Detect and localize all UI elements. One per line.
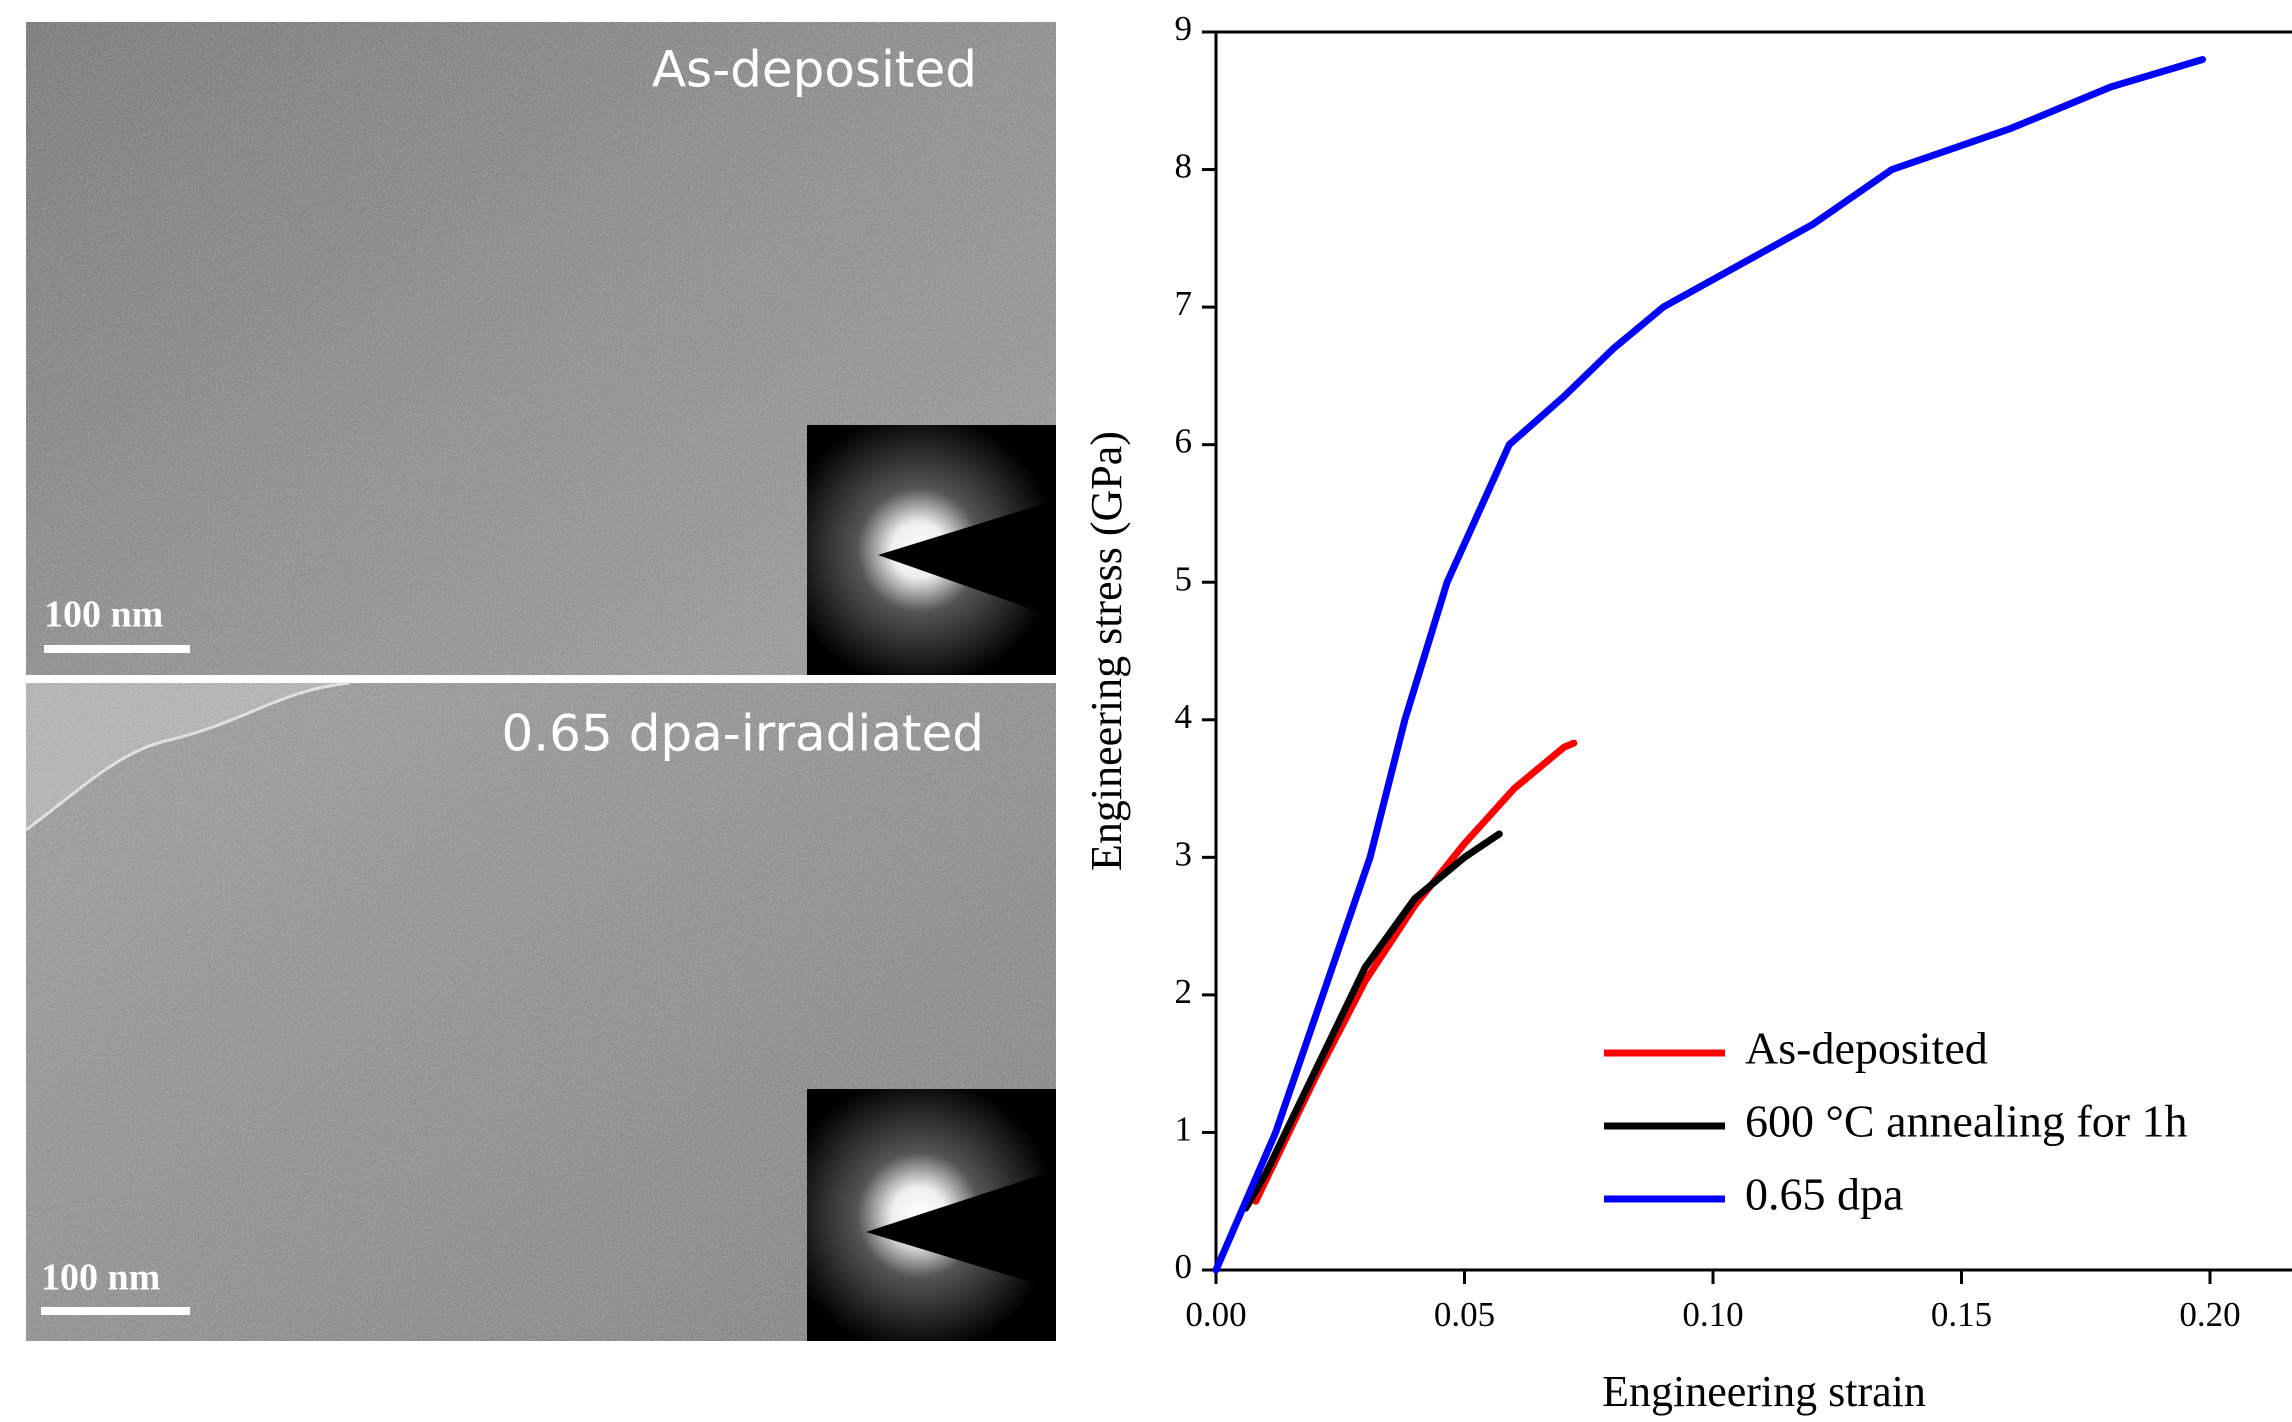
x-tick-label: 0.00 [1185, 1295, 1246, 1334]
y-axis-label: Engineering stress (GPa) [1082, 431, 1131, 871]
y-tick-label: 6 [1175, 422, 1193, 461]
series-line [1212, 56, 2207, 1274]
tem-panel: As-deposited 100 nm [26, 22, 1056, 675]
panel-label: 0.65 dpa-irradiated [501, 705, 984, 763]
y-tick-label: 1 [1175, 1109, 1193, 1148]
scale-bar [41, 1307, 190, 1315]
x-tick-label: 0.20 [2179, 1295, 2240, 1334]
y-tick-label: 8 [1175, 147, 1193, 186]
scale-bar [44, 645, 190, 653]
series-line [1242, 830, 1503, 1212]
legend-label: 600 °C annealing for 1h [1745, 1096, 2188, 1147]
y-tick-label: 2 [1175, 972, 1193, 1011]
legend-label: As-deposited [1745, 1023, 1988, 1074]
x-tick-label: 0.15 [1931, 1295, 1992, 1334]
panel-label: As-deposited [652, 41, 977, 99]
y-tick-label: 4 [1175, 697, 1193, 736]
y-tick-label: 9 [1175, 9, 1193, 48]
y-tick-label: 3 [1175, 834, 1193, 873]
tem-panel: 0.65 dpa-irradiated 100 nm [25, 681, 1056, 1341]
legend-label: 0.65 dpa [1745, 1169, 1903, 1220]
series-line [1252, 739, 1578, 1205]
y-tick-label: 5 [1175, 559, 1193, 598]
x-tick-label: 0.05 [1434, 1295, 1495, 1334]
y-tick-label: 0 [1175, 1247, 1193, 1286]
x-axis-label: Engineering strain [1602, 1367, 1926, 1416]
chart: 0 1 2 3 4 5 6 7 8 9 0.00 0.05 0.10 0.15 0.20 Engineerin… [1082, 9, 2292, 1416]
x-tick-label: 0.10 [1682, 1295, 1743, 1334]
y-tick-label: 7 [1175, 284, 1193, 323]
scale-bar-label: 100 nm [41, 1257, 160, 1299]
scale-bar-label: 100 nm [44, 594, 163, 636]
